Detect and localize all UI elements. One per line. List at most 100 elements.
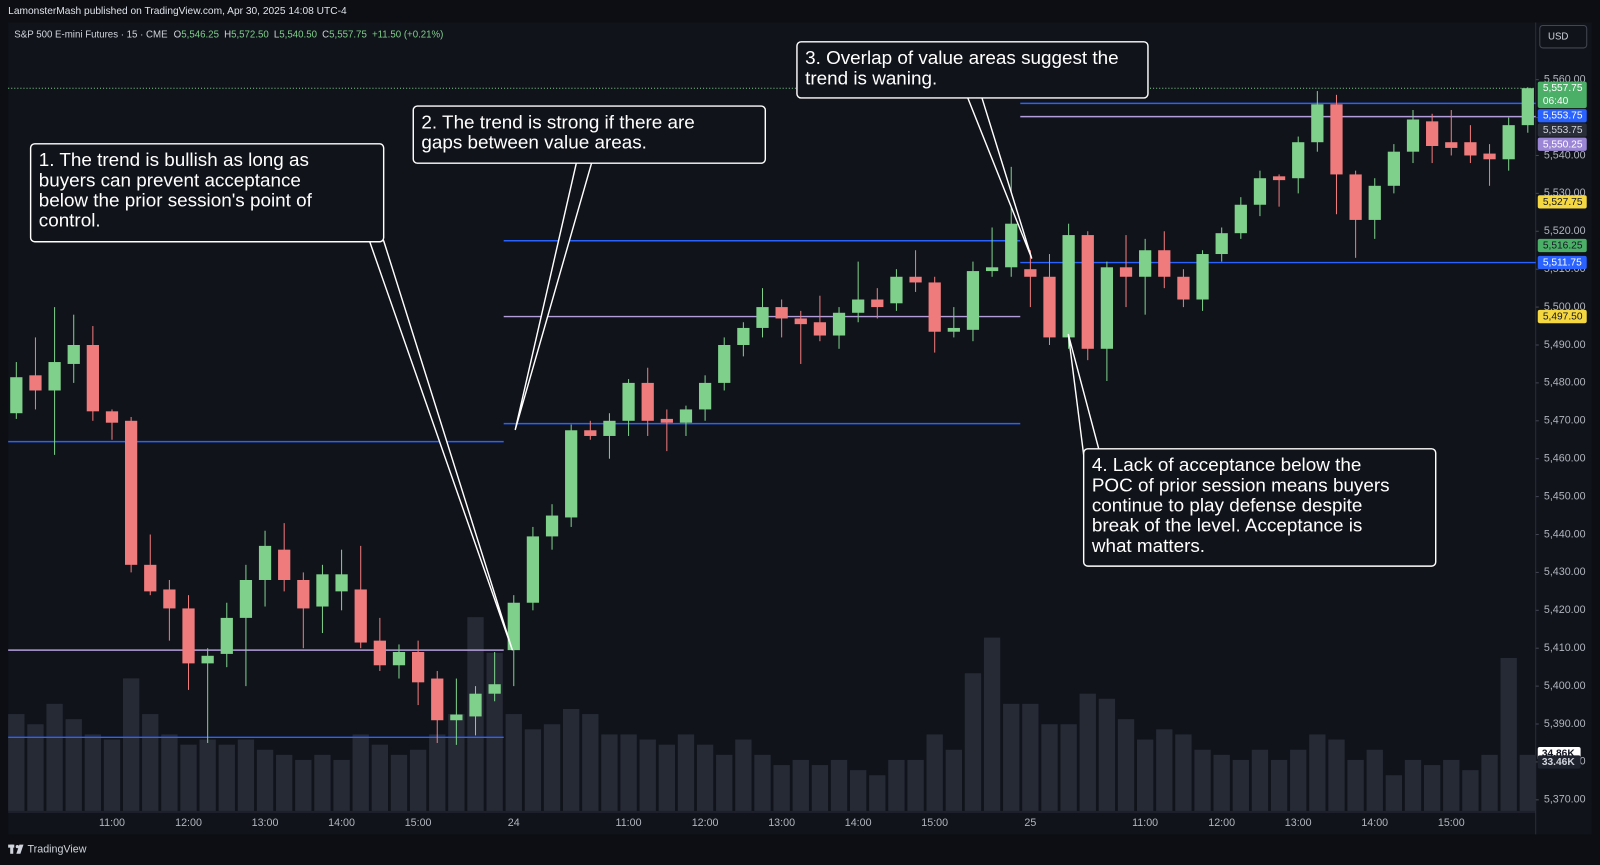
volume-bar	[505, 714, 522, 811]
volume-bar	[1270, 759, 1288, 811]
price-tag	[1537, 81, 1587, 109]
volume-bar	[677, 734, 695, 811]
candle-body	[431, 678, 444, 721]
volume-bar	[27, 724, 44, 811]
candle-body	[469, 693, 482, 717]
change: +11.50 (+0.21%)	[372, 29, 443, 40]
callout-text: control.	[39, 210, 101, 231]
candles-layer	[10, 87, 1534, 745]
y-tick-label: 5,470.00	[1544, 415, 1586, 427]
volume-bar	[1232, 759, 1249, 811]
callout-text: gaps between value areas.	[421, 132, 646, 153]
logo-part	[15, 845, 19, 849]
volume-tag-label: 33.46K	[1542, 757, 1575, 768]
candle-body	[1043, 276, 1056, 338]
volume-bar	[429, 734, 446, 811]
y-tick-label: 5,440.00	[1544, 528, 1586, 540]
volume-bar	[84, 734, 102, 811]
price-tag-label: 5,550.25	[1543, 139, 1583, 150]
candle-body	[871, 299, 884, 308]
callout-text: trend is waning.	[805, 67, 937, 88]
x-tick-label: 14:00	[328, 817, 355, 829]
candle-body	[660, 418, 673, 423]
ohlc-key: O	[174, 29, 182, 40]
y-tick-label: 5,520.00	[1544, 225, 1586, 237]
volume-bar	[352, 734, 369, 811]
candle-body	[392, 652, 406, 666]
volume-bar	[1462, 770, 1479, 811]
price-tag-label: 5,516.25	[1543, 240, 1583, 251]
candle-body	[1005, 223, 1018, 268]
volume-bar	[103, 739, 121, 811]
y-tick-label: 5,390.00	[1544, 718, 1586, 730]
candle-body	[909, 276, 922, 283]
volume-bar	[1251, 749, 1269, 811]
volume-bar	[524, 729, 542, 811]
volume-bar	[1519, 754, 1536, 811]
candle-body	[1024, 269, 1037, 277]
callout-text: below the prior session's point of	[39, 190, 313, 211]
candle-body	[1406, 119, 1420, 152]
volume-bar	[945, 749, 962, 811]
volume-bar	[1404, 759, 1422, 811]
candle-body	[756, 307, 769, 328]
volume-bar	[869, 775, 886, 811]
volume-bar	[1213, 754, 1230, 811]
candle-body	[48, 362, 61, 391]
ohlc-key: C	[322, 29, 329, 40]
volume-bar	[1481, 754, 1498, 811]
currency-button[interactable]	[1539, 24, 1588, 49]
volume-bar	[1194, 749, 1211, 811]
candle-body	[163, 589, 176, 609]
footer: TradingView	[28, 844, 87, 856]
volume-bar	[1328, 739, 1345, 811]
volume-bar	[1175, 734, 1192, 811]
candle-body	[584, 430, 597, 436]
symbol: S&P 500 E-mini Futures · 15 · CME	[14, 29, 168, 40]
y-tick-label: 5,420.00	[1544, 604, 1586, 616]
candle-body	[985, 267, 999, 272]
currency[interactable]: USD	[1548, 31, 1568, 42]
y-tick-label: 5,560.00	[1544, 74, 1586, 86]
countdown: 06:40	[1543, 96, 1569, 107]
ohlc-value: 5,540.50	[279, 29, 317, 40]
y-tick-label: 5,370.00	[1544, 794, 1586, 806]
plot-area	[8, 22, 1536, 812]
candle-body	[852, 299, 865, 313]
volume-bar	[964, 673, 982, 811]
price-tag	[1537, 255, 1587, 270]
x-tick-label: 12:00	[692, 817, 719, 829]
volume-bar	[1366, 749, 1383, 811]
candle-body	[1445, 142, 1458, 148]
volume-bar	[830, 759, 848, 811]
candle-body	[144, 564, 157, 592]
volume-bar	[1117, 719, 1135, 811]
x-tick-label: 11:00	[99, 817, 125, 829]
y-tick-label: 5,480.00	[1544, 377, 1586, 389]
volume-bar	[888, 759, 905, 811]
callout-box	[412, 105, 767, 164]
candle-body	[411, 652, 425, 683]
candle-body	[258, 545, 272, 580]
y-tick-label: 5,500.00	[1544, 301, 1586, 313]
y-tick-label: 5,540.00	[1544, 149, 1586, 161]
volume-bar	[314, 754, 331, 811]
volume-bar	[1290, 749, 1307, 811]
y-tick-label: 5,490.00	[1544, 339, 1586, 351]
candle-body	[297, 579, 310, 609]
ohlc-value: 5,546.25	[181, 29, 219, 40]
volume-bar	[983, 637, 1001, 811]
volume-bar	[256, 749, 274, 811]
callout-text: buyers can prevent acceptance	[39, 169, 301, 190]
candle-body	[1464, 142, 1477, 156]
candle-body	[737, 327, 750, 345]
volume-bar	[142, 714, 159, 811]
candle-body	[488, 684, 501, 694]
candle-body	[1139, 250, 1152, 277]
candle-body	[239, 579, 253, 618]
callout-text: 3. Overlap of value areas suggest the	[805, 47, 1119, 68]
logo-part	[10, 844, 14, 854]
candle-body	[105, 411, 119, 423]
volume-tag-label: 34.86K	[1542, 749, 1575, 760]
axis-layer: 11:00 12:00 13:00 14:00 15:00 24 11:00 12:00 13:…	[99, 74, 1587, 829]
